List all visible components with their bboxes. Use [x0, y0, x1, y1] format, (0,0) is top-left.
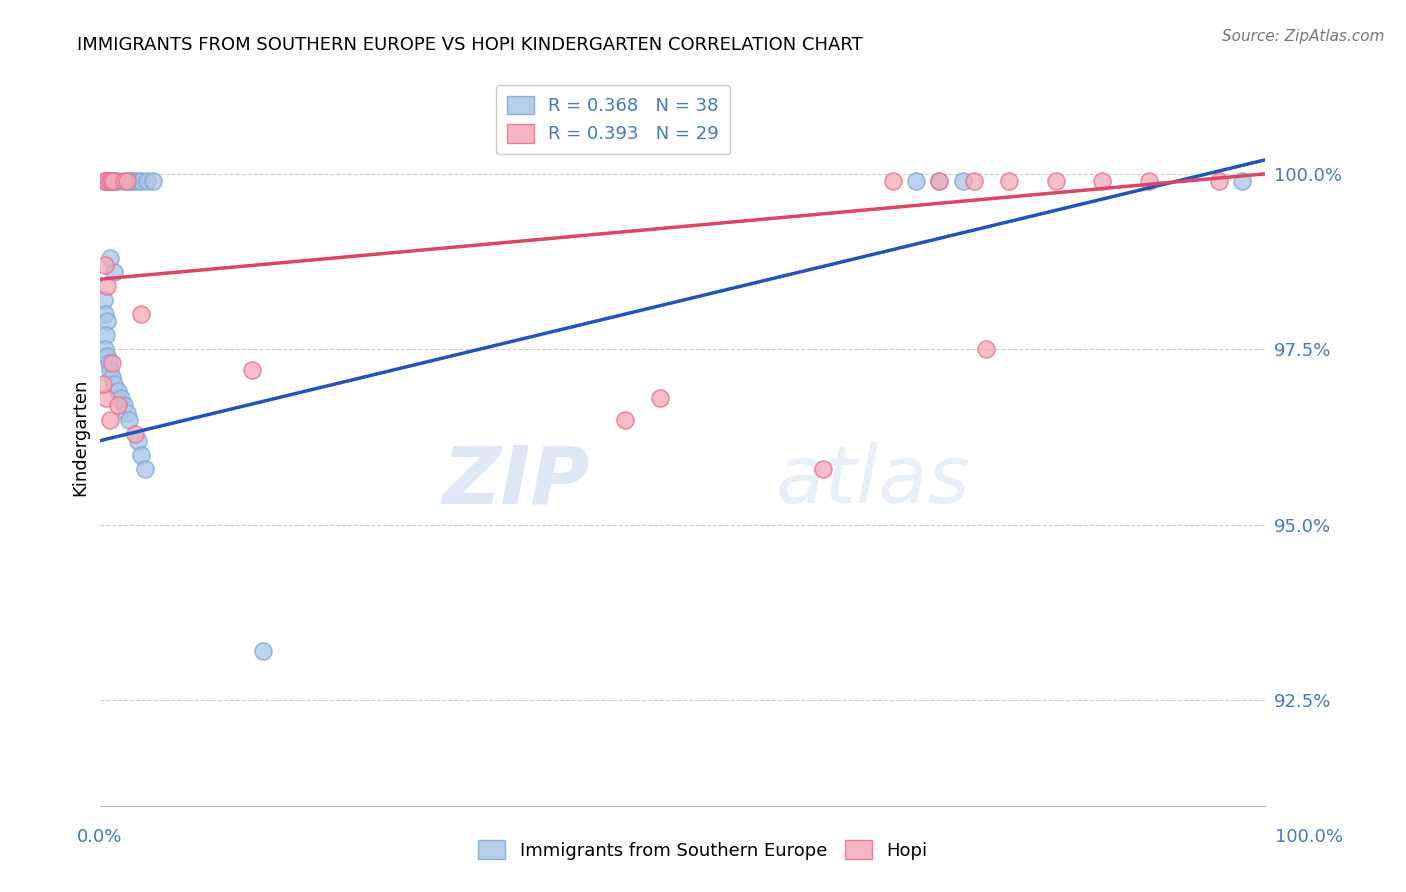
- Point: [115, 174, 138, 188]
- Point: [118, 412, 141, 426]
- Point: [107, 399, 129, 413]
- Point: [124, 426, 146, 441]
- Point: [94, 258, 117, 272]
- Point: [1091, 174, 1114, 188]
- Point: [129, 307, 152, 321]
- Point: [96, 314, 118, 328]
- Point: [240, 363, 263, 377]
- Point: [97, 356, 120, 370]
- Point: [103, 265, 125, 279]
- Text: ZIP: ZIP: [443, 442, 589, 520]
- Point: [107, 174, 129, 188]
- Point: [100, 174, 122, 188]
- Point: [648, 392, 671, 406]
- Point: [97, 174, 120, 188]
- Point: [98, 412, 121, 426]
- Point: [93, 174, 115, 188]
- Point: [121, 174, 143, 188]
- Point: [101, 370, 124, 384]
- Point: [252, 644, 274, 658]
- Point: [94, 343, 117, 357]
- Point: [134, 461, 156, 475]
- Point: [811, 461, 834, 475]
- Point: [96, 174, 118, 188]
- Text: IMMIGRANTS FROM SOUTHERN EUROPE VS HOPI KINDERGARTEN CORRELATION CHART: IMMIGRANTS FROM SOUTHERN EUROPE VS HOPI …: [77, 36, 863, 54]
- Point: [1045, 174, 1067, 188]
- Point: [129, 174, 152, 188]
- Point: [127, 174, 149, 188]
- Point: [974, 343, 997, 357]
- Point: [129, 448, 152, 462]
- Point: [613, 412, 636, 426]
- Point: [107, 384, 129, 399]
- Point: [1230, 174, 1253, 188]
- Point: [96, 279, 118, 293]
- Point: [103, 377, 125, 392]
- Point: [96, 328, 118, 343]
- Point: [112, 174, 135, 188]
- Point: [96, 349, 118, 363]
- Point: [94, 307, 117, 321]
- Text: 100.0%: 100.0%: [1275, 828, 1343, 846]
- Point: [98, 251, 121, 265]
- Point: [112, 399, 135, 413]
- Point: [100, 174, 122, 188]
- Text: atlas: atlas: [776, 442, 972, 520]
- Point: [963, 174, 986, 188]
- Point: [98, 363, 121, 377]
- Point: [136, 174, 159, 188]
- Point: [96, 392, 118, 406]
- Text: 0.0%: 0.0%: [77, 828, 122, 846]
- Point: [142, 174, 165, 188]
- Point: [928, 174, 950, 188]
- Point: [115, 405, 138, 419]
- Point: [118, 174, 141, 188]
- Point: [1208, 174, 1230, 188]
- Point: [101, 174, 124, 188]
- Point: [101, 356, 124, 370]
- Point: [96, 174, 118, 188]
- Point: [101, 174, 124, 188]
- Point: [104, 174, 127, 188]
- Point: [127, 434, 149, 448]
- Y-axis label: Kindergarten: Kindergarten: [72, 378, 89, 496]
- Point: [93, 293, 115, 308]
- Point: [928, 174, 950, 188]
- Point: [904, 174, 927, 188]
- Point: [91, 377, 114, 392]
- Point: [998, 174, 1021, 188]
- Point: [97, 174, 120, 188]
- Text: Source: ZipAtlas.com: Source: ZipAtlas.com: [1222, 29, 1385, 44]
- Point: [952, 174, 974, 188]
- Legend: R = 0.368   N = 38, R = 0.393   N = 29: R = 0.368 N = 38, R = 0.393 N = 29: [496, 85, 730, 154]
- Point: [122, 174, 145, 188]
- Legend: Immigrants from Southern Europe, Hopi: Immigrants from Southern Europe, Hopi: [471, 833, 935, 867]
- Point: [110, 392, 132, 406]
- Point: [1137, 174, 1160, 188]
- Point: [882, 174, 904, 188]
